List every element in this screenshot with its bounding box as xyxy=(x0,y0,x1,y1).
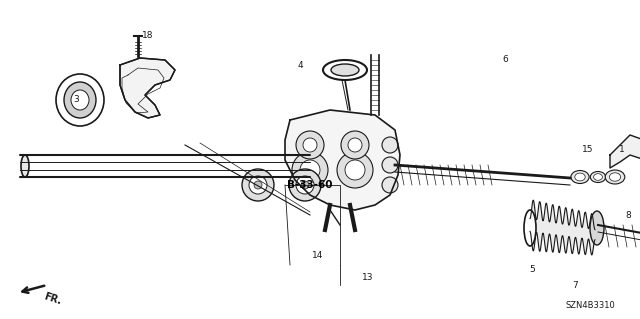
Ellipse shape xyxy=(609,173,621,181)
Ellipse shape xyxy=(590,172,605,182)
Text: 6: 6 xyxy=(502,56,508,64)
Circle shape xyxy=(249,176,267,194)
Text: B-33-60: B-33-60 xyxy=(287,180,333,190)
Text: 15: 15 xyxy=(582,145,594,154)
Circle shape xyxy=(292,152,328,188)
Circle shape xyxy=(254,181,262,189)
Circle shape xyxy=(303,138,317,152)
Circle shape xyxy=(296,176,314,194)
Circle shape xyxy=(289,169,321,201)
Ellipse shape xyxy=(71,90,89,110)
Ellipse shape xyxy=(323,60,367,80)
Ellipse shape xyxy=(21,155,29,177)
Ellipse shape xyxy=(590,211,604,245)
Text: SZN4B3310: SZN4B3310 xyxy=(565,300,615,309)
Circle shape xyxy=(296,131,324,159)
Text: 1: 1 xyxy=(619,145,625,154)
Circle shape xyxy=(382,137,398,153)
Ellipse shape xyxy=(64,82,96,118)
Text: 3: 3 xyxy=(73,95,79,105)
Text: 4: 4 xyxy=(297,61,303,70)
Ellipse shape xyxy=(571,170,589,183)
Ellipse shape xyxy=(56,74,104,126)
Circle shape xyxy=(242,169,274,201)
Circle shape xyxy=(300,160,320,180)
Polygon shape xyxy=(610,135,640,192)
Circle shape xyxy=(382,177,398,193)
Circle shape xyxy=(345,160,365,180)
Circle shape xyxy=(337,152,373,188)
Text: 13: 13 xyxy=(362,273,374,283)
Text: 8: 8 xyxy=(625,211,631,219)
Ellipse shape xyxy=(575,173,585,181)
Text: 18: 18 xyxy=(142,31,154,40)
Polygon shape xyxy=(120,58,175,118)
Ellipse shape xyxy=(524,210,536,246)
Text: 7: 7 xyxy=(572,280,578,290)
Circle shape xyxy=(301,181,309,189)
Circle shape xyxy=(341,131,369,159)
Circle shape xyxy=(382,157,398,173)
Polygon shape xyxy=(285,110,400,210)
Ellipse shape xyxy=(331,64,359,76)
Text: 14: 14 xyxy=(312,250,324,259)
Ellipse shape xyxy=(605,170,625,184)
Text: 5: 5 xyxy=(529,265,535,275)
Text: FR.: FR. xyxy=(43,292,63,307)
Circle shape xyxy=(348,138,362,152)
Ellipse shape xyxy=(594,174,602,180)
